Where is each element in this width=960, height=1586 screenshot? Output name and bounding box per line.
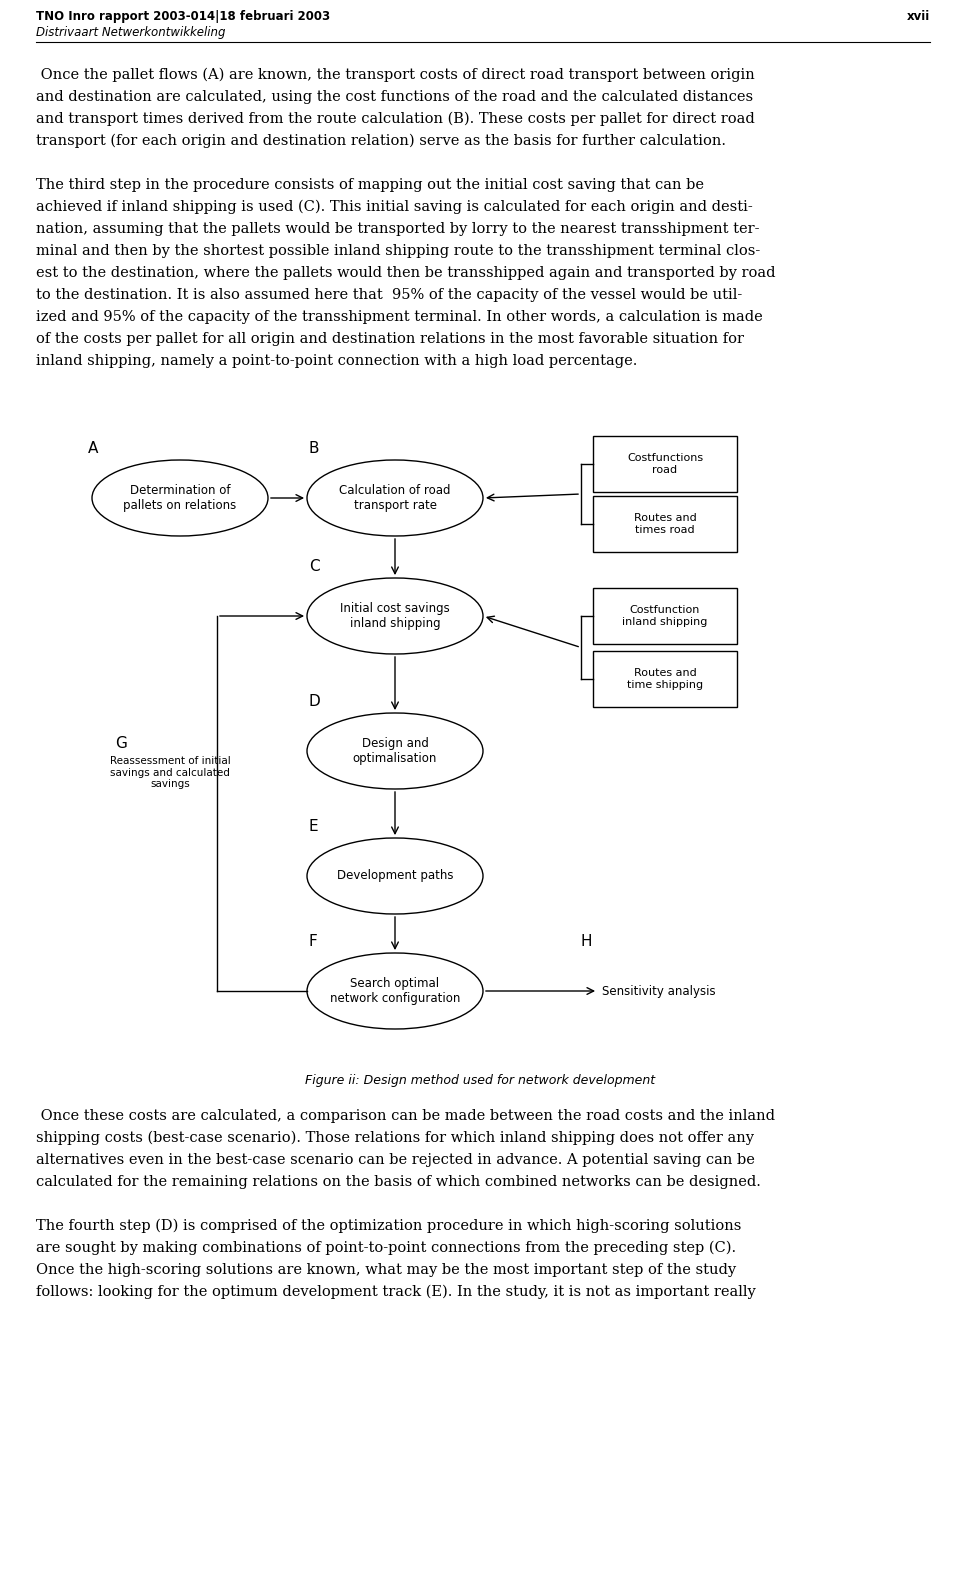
Text: H: H	[580, 934, 591, 948]
Text: ized and 95% of the capacity of the transshipment terminal. In other words, a ca: ized and 95% of the capacity of the tran…	[36, 309, 763, 324]
Text: D: D	[309, 695, 321, 709]
Text: B: B	[309, 441, 320, 457]
Text: E: E	[309, 818, 319, 834]
Text: of the costs per pallet for all origin and destination relations in the most fav: of the costs per pallet for all origin a…	[36, 331, 744, 346]
Text: xvii: xvii	[907, 10, 930, 24]
Text: minal and then by the shortest possible inland shipping route to the transshipme: minal and then by the shortest possible …	[36, 244, 760, 259]
Text: to the destination. It is also assumed here that  95% of the capacity of the ves: to the destination. It is also assumed h…	[36, 289, 742, 301]
Text: The third step in the procedure consists of mapping out the initial cost saving : The third step in the procedure consists…	[36, 178, 704, 192]
Text: TNO Inro rapport 2003-014|18 februari 2003: TNO Inro rapport 2003-014|18 februari 20…	[36, 10, 330, 24]
Text: Once the high-scoring solutions are known, what may be the most important step o: Once the high-scoring solutions are know…	[36, 1262, 736, 1277]
Text: A: A	[88, 441, 98, 457]
Text: Development paths: Development paths	[337, 869, 453, 882]
Text: follows: looking for the optimum development track (E). In the study, it is not : follows: looking for the optimum develop…	[36, 1285, 756, 1299]
Text: Costfunctions
road: Costfunctions road	[627, 454, 703, 474]
Text: Initial cost savings
inland shipping: Initial cost savings inland shipping	[340, 603, 450, 630]
Text: Routes and
times road: Routes and times road	[634, 514, 696, 534]
Text: achieved if inland shipping is used (C). This initial saving is calculated for e: achieved if inland shipping is used (C).…	[36, 200, 753, 214]
Text: Determination of
pallets on relations: Determination of pallets on relations	[124, 484, 236, 512]
Text: inland shipping, namely a point-to-point connection with a high load percentage.: inland shipping, namely a point-to-point…	[36, 354, 637, 368]
Text: Distrivaart Netwerkontwikkeling: Distrivaart Netwerkontwikkeling	[36, 25, 226, 40]
Text: Routes and
time shipping: Routes and time shipping	[627, 668, 703, 690]
Text: Calculation of road
transport rate: Calculation of road transport rate	[339, 484, 451, 512]
Text: Search optimal
network configuration: Search optimal network configuration	[330, 977, 460, 1006]
Text: Sensitivity analysis: Sensitivity analysis	[602, 985, 715, 998]
Text: C: C	[309, 558, 320, 574]
Text: The fourth step (D) is comprised of the optimization procedure in which high-sco: The fourth step (D) is comprised of the …	[36, 1220, 741, 1234]
Text: alternatives even in the best-case scenario can be rejected in advance. A potent: alternatives even in the best-case scena…	[36, 1153, 755, 1167]
Text: transport (for each origin and destination relation) serve as the basis for furt: transport (for each origin and destinati…	[36, 133, 726, 149]
Text: and destination are calculated, using the cost functions of the road and the cal: and destination are calculated, using th…	[36, 90, 754, 105]
Text: Figure ii: Design method used for network development: Figure ii: Design method used for networ…	[305, 1074, 655, 1086]
Text: F: F	[309, 934, 318, 948]
Text: calculated for the remaining relations on the basis of which combined networks c: calculated for the remaining relations o…	[36, 1175, 761, 1190]
Text: Once the pallet flows (A) are known, the transport costs of direct road transpor: Once the pallet flows (A) are known, the…	[36, 68, 755, 82]
Text: Once these costs are calculated, a comparison can be made between the road costs: Once these costs are calculated, a compa…	[36, 1109, 775, 1123]
Text: and transport times derived from the route calculation (B). These costs per pall: and transport times derived from the rou…	[36, 113, 755, 127]
Text: are sought by making combinations of point-to-point connections from the precedi: are sought by making combinations of poi…	[36, 1240, 736, 1256]
Text: Costfunction
inland shipping: Costfunction inland shipping	[622, 606, 708, 626]
Text: G: G	[115, 736, 127, 752]
Text: est to the destination, where the pallets would then be transshipped again and t: est to the destination, where the pallet…	[36, 266, 776, 281]
Text: nation, assuming that the pallets would be transported by lorry to the nearest t: nation, assuming that the pallets would …	[36, 222, 759, 236]
Text: Reassessment of initial
savings and calculated
savings: Reassessment of initial savings and calc…	[110, 757, 230, 790]
Text: shipping costs (best-case scenario). Those relations for which inland shipping d: shipping costs (best-case scenario). Tho…	[36, 1131, 754, 1145]
Text: Design and
optimalisation: Design and optimalisation	[353, 737, 437, 764]
